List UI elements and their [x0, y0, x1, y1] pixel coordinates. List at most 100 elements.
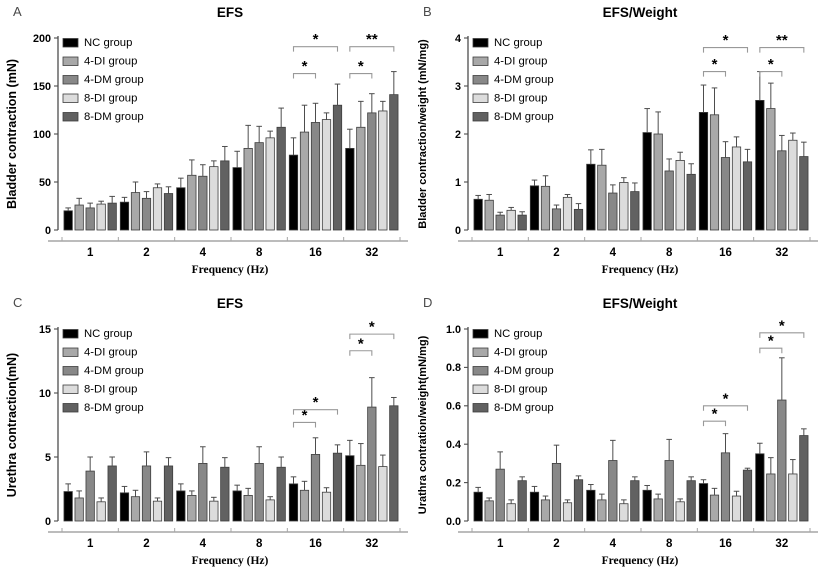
bar — [321, 119, 332, 231]
bar — [473, 491, 483, 522]
bar — [299, 489, 310, 522]
bar — [551, 208, 562, 231]
panel-D: D EFS/Weight 0.0 0.2 0.4 0.6 0.8 1.0 Urathra con… — [410, 291, 820, 583]
x-axis-label: Frequency (Hz) — [192, 555, 269, 567]
legend-swatch — [472, 366, 489, 376]
bar — [141, 197, 152, 231]
bar — [276, 126, 286, 231]
y-tick-label: 150 — [33, 81, 51, 93]
bar — [310, 454, 321, 522]
significance-label: ** — [776, 32, 788, 49]
significance-bracket — [292, 72, 317, 79]
bar — [517, 480, 527, 522]
legend-label: 8-DM group — [84, 402, 144, 414]
legend-swatch — [472, 112, 489, 122]
bar — [642, 489, 652, 522]
panel-C-chart: C EFS 0 5 10 15 Urethra contraction(mN) 1 2 4 8 16 3… — [5, 295, 408, 567]
bar — [254, 142, 264, 231]
bar — [529, 185, 540, 231]
y-tick-label: 100 — [33, 129, 51, 141]
legend-label: NC group — [84, 37, 132, 49]
legend-label: 8-DM group — [494, 111, 554, 123]
legend-label: NC group — [494, 328, 542, 340]
bar — [755, 453, 765, 522]
x-tick-label: 32 — [775, 538, 788, 550]
x-tick-label: 4 — [610, 247, 617, 259]
bar — [731, 495, 742, 522]
bar — [378, 110, 388, 231]
legend-swatch — [62, 56, 79, 66]
legend-label: 8-DI group — [494, 384, 547, 396]
bar — [345, 455, 355, 522]
bar — [586, 489, 596, 522]
y-tick-label: 5 — [45, 452, 51, 464]
bar — [484, 199, 494, 231]
significance-label: ** — [366, 31, 378, 48]
bar — [85, 207, 95, 231]
y-tick-label: 0 — [45, 516, 51, 528]
legend-label: 4-DM group — [84, 74, 144, 86]
legend-swatch — [62, 403, 79, 413]
bar — [675, 159, 685, 231]
bar — [254, 462, 264, 522]
bar — [742, 161, 753, 231]
bar — [389, 405, 399, 522]
legend-label: 4-DM group — [494, 365, 554, 377]
x-tick-label: 4 — [200, 247, 207, 259]
bar — [232, 490, 242, 522]
significance-bracket — [349, 72, 373, 79]
bar — [152, 187, 163, 231]
significance-bracket — [292, 421, 317, 428]
bar — [619, 182, 629, 231]
panel-A-chart: A EFS 0 50 100 150 200 Bladder contraction (mN)… — [5, 4, 408, 276]
y-tick-label: 0.4 — [446, 439, 461, 451]
x-tick-label: 32 — [365, 247, 378, 259]
bar — [187, 174, 197, 231]
chart-title: EFS — [217, 296, 243, 311]
bar — [176, 187, 186, 231]
significance-label: * — [768, 333, 774, 350]
chart-title: EFS/Weight — [603, 296, 678, 311]
bar — [731, 146, 742, 231]
y-axis-label: Urethra contraction(mN) — [5, 353, 19, 497]
legend-swatch — [472, 403, 489, 413]
x-tick-label: 16 — [309, 538, 322, 550]
bar — [573, 479, 584, 522]
significance-label: * — [712, 406, 718, 423]
bar — [720, 452, 731, 522]
bar — [562, 196, 573, 231]
bar — [265, 137, 275, 231]
legend-swatch — [472, 93, 489, 103]
bar — [96, 203, 106, 231]
y-axis-label: Bladder contraction (mN) — [5, 59, 19, 209]
significance-bracket — [759, 47, 805, 53]
legend-swatch — [62, 366, 79, 376]
significance-label: * — [358, 335, 364, 352]
bar — [187, 494, 197, 522]
bar — [686, 173, 696, 231]
y-tick-label: 0.6 — [446, 401, 461, 413]
legend-swatch — [472, 75, 489, 85]
bar — [299, 131, 310, 231]
x-tick-label: 1 — [87, 247, 94, 259]
bar — [686, 480, 696, 522]
bar — [653, 498, 663, 522]
legend-label: 8-DI group — [494, 93, 547, 105]
bar — [573, 208, 584, 231]
legend-swatch — [62, 75, 79, 85]
significance-bracket — [702, 71, 727, 77]
y-tick-label: 15 — [39, 324, 51, 336]
x-tick-label: 16 — [309, 247, 322, 259]
bar — [74, 204, 84, 231]
bar — [720, 157, 731, 231]
bar — [755, 100, 765, 231]
legend-label: 8-DI group — [84, 93, 137, 105]
x-tick-label: 1 — [87, 538, 94, 550]
bar — [130, 192, 141, 231]
bar — [517, 214, 527, 231]
bar — [209, 166, 219, 231]
significance-label: * — [358, 58, 364, 75]
bar — [119, 201, 130, 231]
legend-swatch — [62, 38, 79, 48]
